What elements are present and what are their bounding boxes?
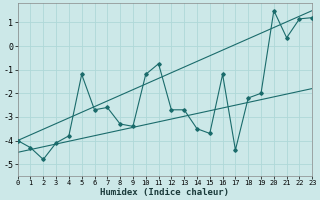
X-axis label: Humidex (Indice chaleur): Humidex (Indice chaleur)	[100, 188, 229, 197]
